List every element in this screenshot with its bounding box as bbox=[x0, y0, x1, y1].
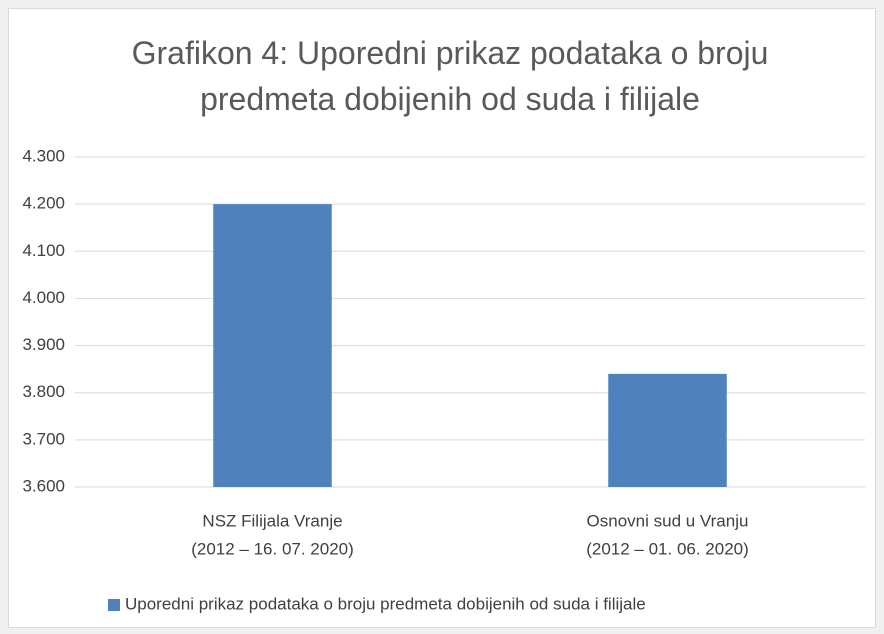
y-tick-label: 4.000 bbox=[22, 288, 65, 307]
chart-panel bbox=[8, 8, 876, 628]
x-tick-label: Osnovni sud u Vranju bbox=[587, 511, 749, 530]
bar bbox=[608, 373, 727, 487]
x-tick-label: NSZ Filijala Vranje bbox=[202, 511, 342, 530]
chart-title: Grafikon 4: Uporedni prikaz podataka o b… bbox=[131, 35, 769, 117]
legend-label: Uporedni prikaz podataka o broju predmet… bbox=[125, 594, 646, 613]
x-tick-label: (2012 – 16. 07. 2020) bbox=[191, 539, 354, 558]
bar bbox=[213, 204, 332, 487]
y-tick-label: 3.600 bbox=[22, 476, 65, 495]
y-tick-label: 4.200 bbox=[22, 194, 65, 213]
legend-swatch bbox=[108, 599, 120, 611]
y-tick-label: 3.700 bbox=[22, 429, 65, 448]
y-tick-label: 4.100 bbox=[22, 241, 65, 260]
y-tick-label: 3.900 bbox=[22, 335, 65, 354]
y-tick-label: 4.300 bbox=[22, 146, 65, 165]
x-tick-label: (2012 – 01. 06. 2020) bbox=[586, 539, 749, 558]
y-tick-label: 3.800 bbox=[22, 382, 65, 401]
